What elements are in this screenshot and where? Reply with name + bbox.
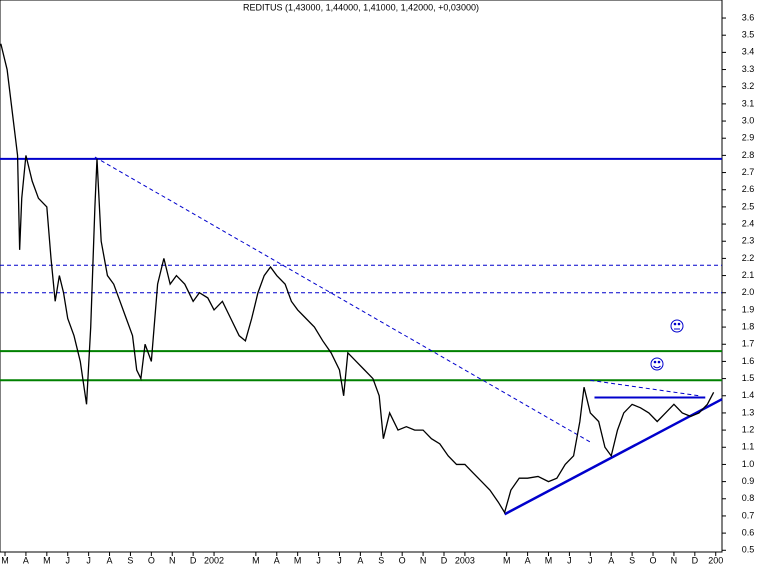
y-tick-label: 1.8 (742, 321, 755, 331)
y-tick-label: 1.9 (742, 304, 755, 314)
x-tick-label: J (65, 555, 70, 565)
y-tick-label: 2.6 (742, 184, 755, 194)
x-tick-label: M (43, 555, 51, 565)
trend-line (504, 398, 723, 516)
y-tick-label: 2.0 (742, 287, 755, 297)
y-tick-label: 2.4 (742, 218, 755, 228)
x-tick-label: N (671, 555, 678, 565)
x-tick-label: M (545, 555, 553, 565)
x-tick-label: M (252, 555, 260, 565)
x-tick-label: A (357, 555, 363, 565)
x-tick-label: J (337, 555, 342, 565)
x-tick-label: O (399, 555, 406, 565)
x-tick-label: A (107, 555, 113, 565)
y-tick-label: 2.9 (742, 133, 755, 143)
x-tick-label: N (420, 555, 427, 565)
y-tick-label: 0.9 (742, 476, 755, 486)
y-tick-label: 3.0 (742, 115, 755, 125)
y-tick-label: 1.7 (742, 339, 755, 349)
y-tick-label: 3.2 (742, 81, 755, 91)
x-tick-label: A (608, 555, 614, 565)
y-tick-label: 3.6 (742, 12, 755, 22)
x-tick-label: J (567, 555, 572, 565)
y-tick-label: 0.7 (742, 510, 755, 520)
chart-title: REDITUS (1,43000, 1,44000, 1,41000, 1,42… (243, 2, 479, 12)
y-tick-label: 1.5 (742, 373, 755, 383)
y-tick-label: 2.3 (742, 236, 755, 246)
x-tick-label: N (169, 555, 176, 565)
y-tick-label: 2.2 (742, 253, 755, 263)
y-tick-label: 1.1 (742, 442, 755, 452)
y-tick-label: 1.4 (742, 390, 755, 400)
x-tick-label: S (127, 555, 133, 565)
x-tick-label: S (378, 555, 384, 565)
y-tick-label: 2.1 (742, 270, 755, 280)
y-tick-label: 2.5 (742, 201, 755, 211)
price-line (0, 43, 715, 515)
x-tick-label: O (148, 555, 155, 565)
x-tick-label: S (629, 555, 635, 565)
y-tick-label: 3.3 (742, 64, 755, 74)
smiley (670, 319, 684, 333)
x-tick-label: D (190, 555, 197, 565)
y-tick-label: 1.0 (742, 459, 755, 469)
x-tick-label: A (274, 555, 280, 565)
x-tick-label: D (692, 555, 699, 565)
x-tick-label: M (1, 555, 9, 565)
x-tick-label: 2003 (455, 555, 475, 565)
y-tick-label: 0.8 (742, 493, 755, 503)
y-tick-label: 0.6 (742, 527, 755, 537)
x-tick-label: J (86, 555, 91, 565)
x-tick-label: J (588, 555, 593, 565)
y-tick-label: 0.5 (742, 545, 755, 555)
x-tick-label: A (23, 555, 29, 565)
x-tick-label: M (294, 555, 302, 565)
x-tick-label: D (441, 555, 448, 565)
y-tick-label: 3.4 (742, 47, 755, 57)
y-tick-label: 2.7 (742, 167, 755, 177)
x-tick-label: M (503, 555, 511, 565)
plot-frame (0, 0, 723, 553)
trend-line (590, 379, 700, 397)
y-tick-label: 2.8 (742, 150, 755, 160)
x-tick-label: J (316, 555, 321, 565)
y-tick-label: 3.5 (742, 30, 755, 40)
y-tick-label: 3.1 (742, 98, 755, 108)
x-tick-label: A (525, 555, 531, 565)
trend-line (94, 156, 591, 443)
smiley (650, 357, 664, 371)
y-tick-label: 1.2 (742, 424, 755, 434)
x-tick-label: 2002 (204, 555, 224, 565)
y-tick-label: 1.3 (742, 407, 755, 417)
x-tick-label: 200 (708, 555, 723, 565)
y-tick-label: 1.6 (742, 356, 755, 366)
x-tick-label: O (650, 555, 657, 565)
